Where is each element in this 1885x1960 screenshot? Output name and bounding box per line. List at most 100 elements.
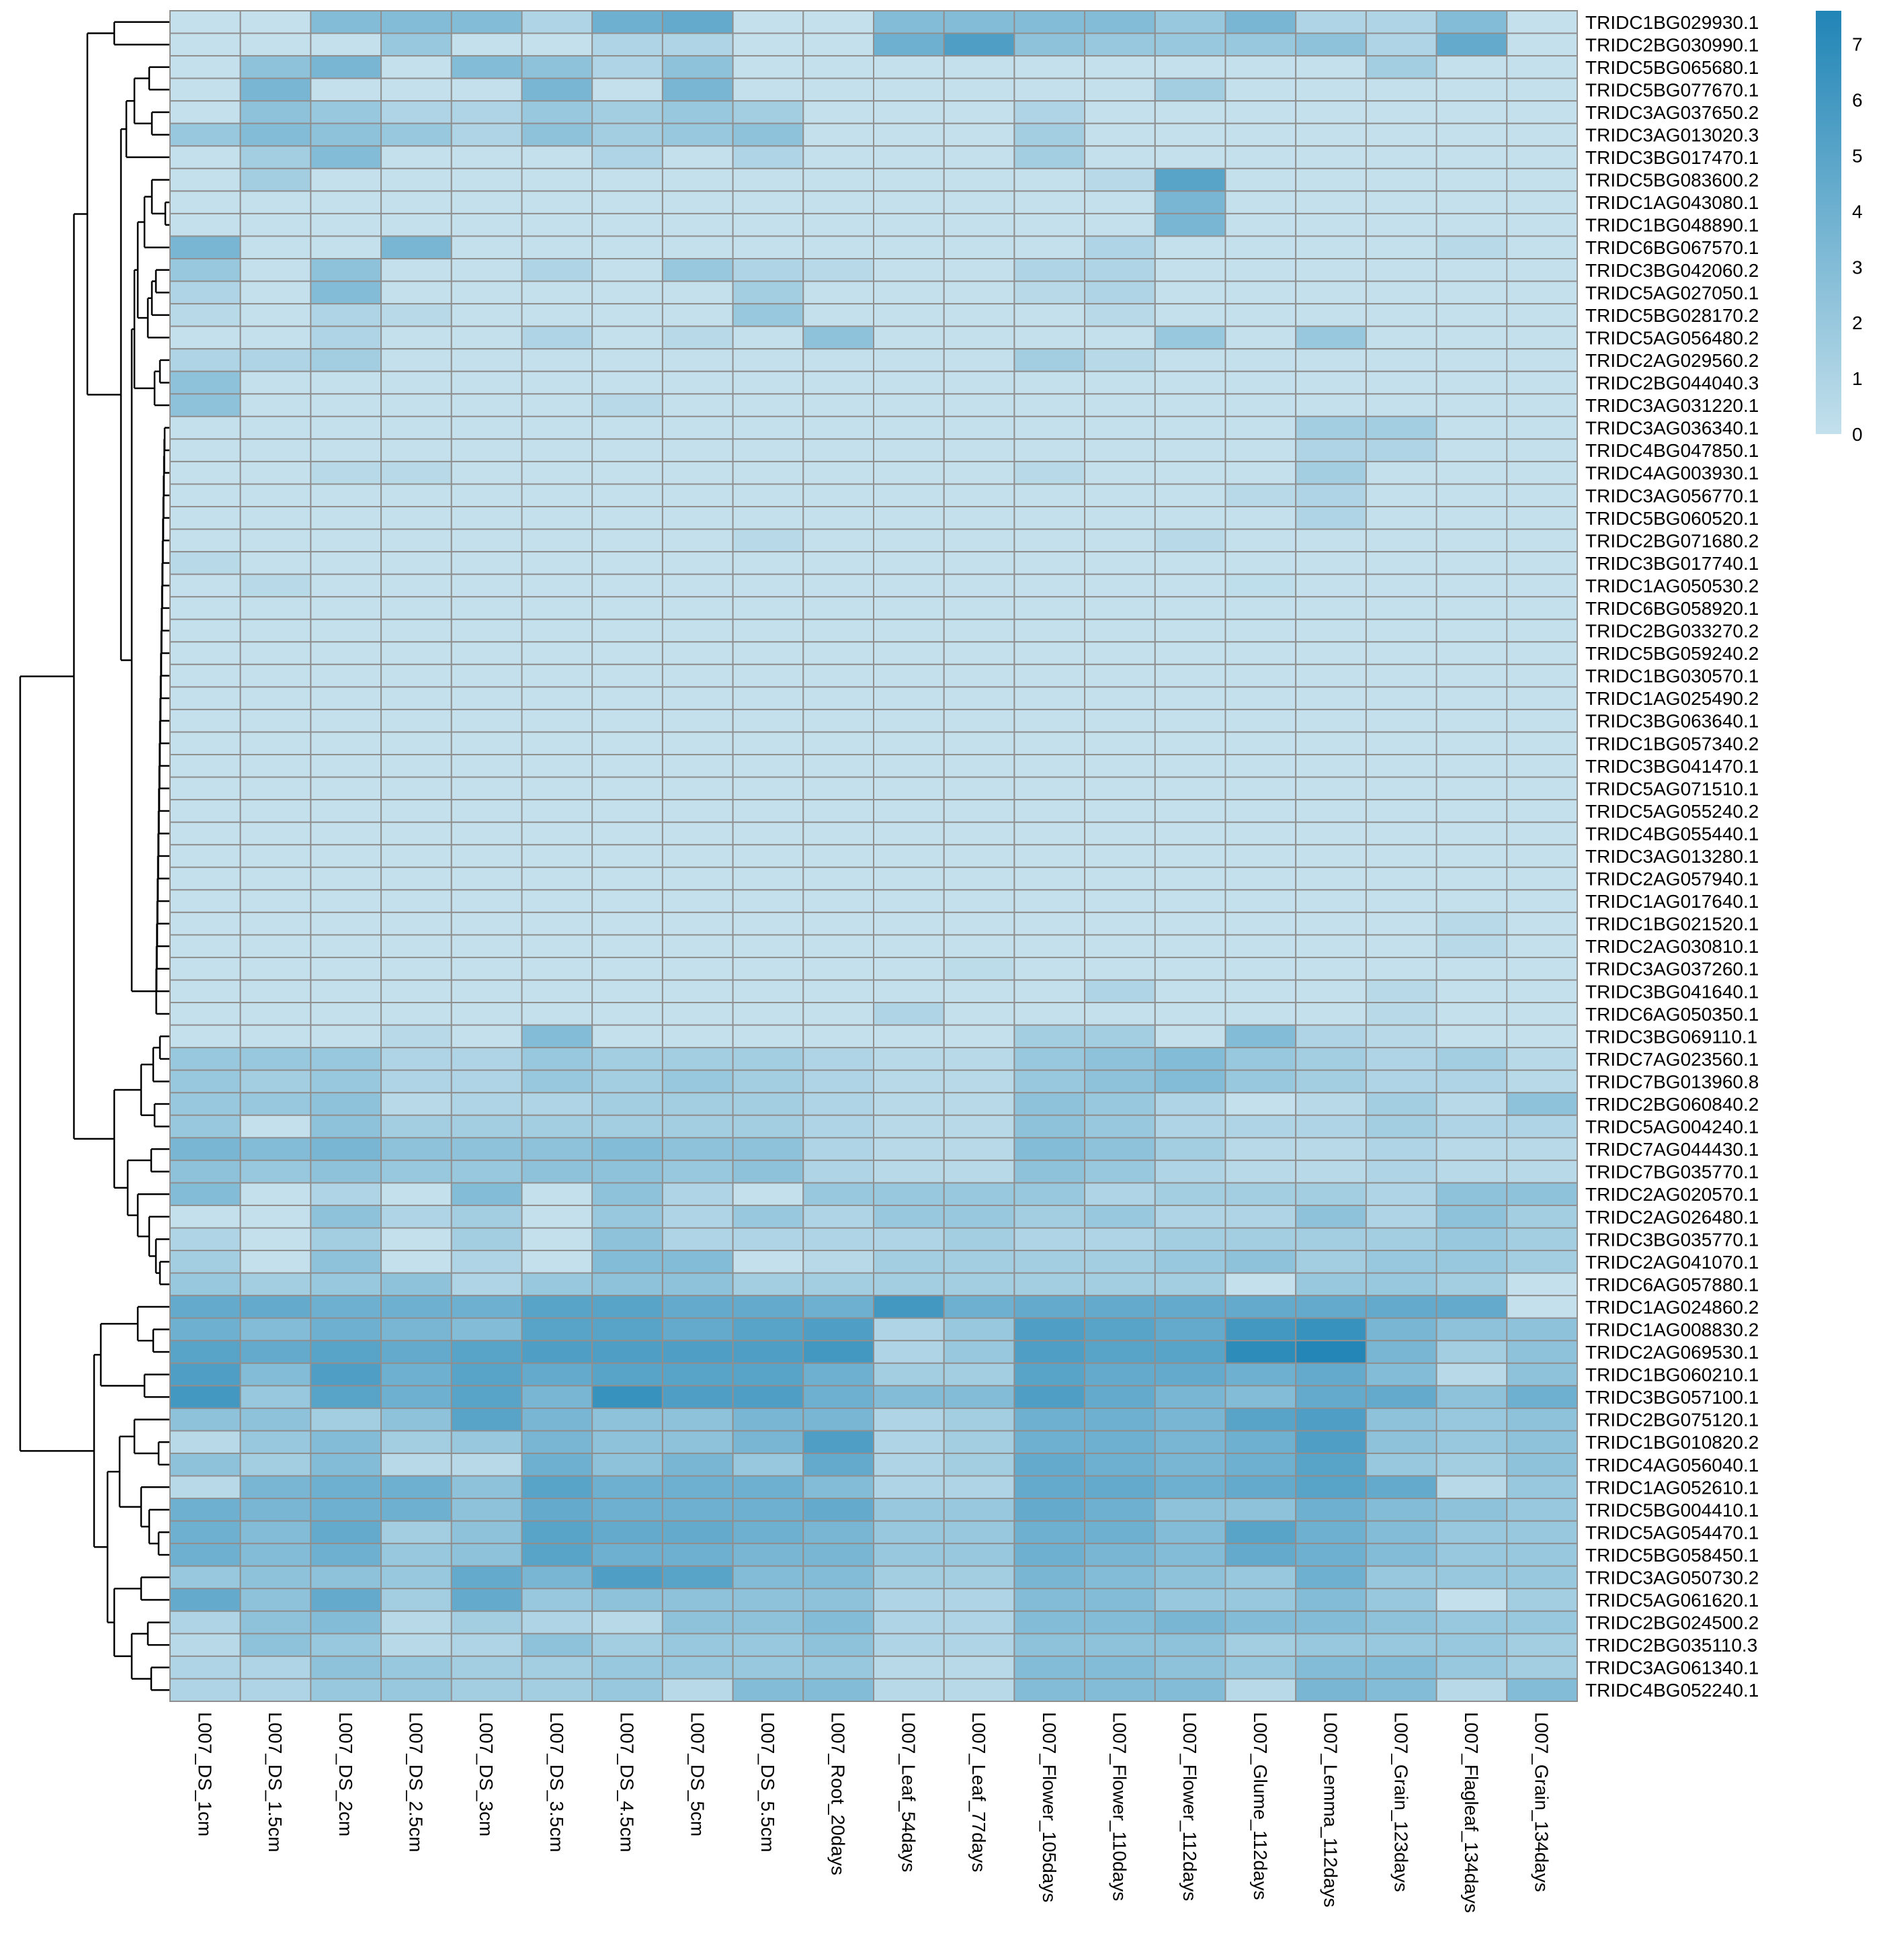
heatmap-cell [239, 122, 312, 147]
heatmap-cell [310, 776, 382, 801]
heatmap-cell [802, 1024, 875, 1049]
heatmap-cell [943, 1250, 1015, 1274]
heatmap-cell [380, 460, 452, 485]
heatmap-cell [1506, 708, 1579, 733]
heatmap-cell [450, 1227, 523, 1252]
heatmap-cell [1435, 348, 1508, 372]
heatmap-cell [169, 776, 241, 801]
heatmap-cell [873, 731, 945, 756]
heatmap-cell [450, 122, 523, 147]
heatmap-cell [1295, 10, 1367, 34]
heatmap-cell [169, 370, 241, 395]
heatmap-cell [1013, 348, 1086, 372]
heatmap-cell [1435, 1565, 1508, 1590]
heatmap-cell [450, 167, 523, 192]
heatmap-cell [873, 1024, 945, 1049]
row-label: TRIDC5AG054470.1 [1585, 1522, 1759, 1543]
heatmap-cell [1365, 979, 1437, 1004]
heatmap-cell [239, 799, 312, 823]
heatmap-cell [1295, 934, 1367, 958]
heatmap-cell [732, 1272, 804, 1297]
heatmap-cell [1224, 145, 1297, 169]
heatmap-cell [1435, 528, 1508, 553]
heatmap-cell [169, 1204, 241, 1229]
heatmap-cell [1013, 1565, 1086, 1590]
heatmap-cell [1224, 799, 1297, 823]
heatmap-cell [591, 663, 663, 688]
heatmap-cell [521, 821, 593, 846]
heatmap-cell [591, 889, 663, 913]
heatmap-cell [380, 1610, 452, 1635]
heatmap-cell [1435, 1407, 1508, 1432]
heatmap-cell [310, 1092, 382, 1116]
heatmap-cell [380, 708, 452, 733]
heatmap-cell [450, 573, 523, 598]
heatmap-cell [1365, 212, 1437, 237]
heatmap-cell [239, 1633, 312, 1657]
heatmap-cell [239, 754, 312, 778]
heatmap-cell [1154, 776, 1226, 801]
heatmap-cell [521, 235, 593, 260]
heatmap-cell [661, 212, 734, 237]
heatmap-cell [873, 280, 945, 305]
heatmap-cell [873, 10, 945, 34]
heatmap-cell [239, 1182, 312, 1206]
heatmap-cell [239, 303, 312, 327]
heatmap-cell [802, 1137, 875, 1161]
heatmap-cell [591, 1452, 663, 1477]
heatmap-cell [1365, 1475, 1437, 1500]
heatmap-cell [380, 1452, 452, 1477]
heatmap-cell [1435, 956, 1508, 981]
heatmap-cell [802, 235, 875, 260]
heatmap-cell [380, 1520, 452, 1545]
heatmap-cell [732, 596, 804, 620]
heatmap-cell [239, 596, 312, 620]
heatmap-cell [1084, 100, 1156, 124]
heatmap-cell [239, 618, 312, 643]
heatmap-cell [1224, 551, 1297, 575]
heatmap-cell [591, 348, 663, 372]
heatmap-cell [661, 956, 734, 981]
heatmap-cell [732, 979, 804, 1004]
heatmap-cell [1295, 1520, 1367, 1545]
heatmap-cell [380, 618, 452, 643]
heatmap-cell [661, 438, 734, 462]
heatmap-cell [1013, 934, 1086, 958]
heatmap-cell [1224, 1385, 1297, 1409]
heatmap-cell [380, 1137, 452, 1161]
heatmap-cell [943, 1362, 1015, 1387]
heatmap-cell [873, 32, 945, 57]
heatmap-cell [1365, 776, 1437, 801]
heatmap-cell [1435, 979, 1508, 1004]
heatmap-cell [310, 212, 382, 237]
heatmap-cell [310, 258, 382, 282]
heatmap-cell [450, 1340, 523, 1364]
heatmap-cell [802, 934, 875, 958]
row-dendrogram [19, 21, 170, 1691]
heatmap-cell [1435, 1272, 1508, 1297]
row-label: TRIDC5BG060520.1 [1585, 508, 1759, 529]
heatmap-cell [1224, 348, 1297, 372]
heatmap-cell [802, 1452, 875, 1477]
heatmap-cell [380, 1002, 452, 1026]
heatmap-cell [1295, 145, 1367, 169]
heatmap-cell [450, 1610, 523, 1635]
heatmap-cell [1365, 1227, 1437, 1252]
heatmap-cell [943, 663, 1015, 688]
heatmap-cell [1224, 1295, 1297, 1319]
heatmap-cell [802, 1002, 875, 1026]
heatmap-cell [380, 438, 452, 462]
heatmap-cell [1506, 325, 1579, 350]
heatmap-cell [1013, 1678, 1086, 1702]
heatmap-cell [1365, 551, 1437, 575]
heatmap-cell [169, 979, 241, 1004]
heatmap-cell [380, 1114, 452, 1139]
heatmap-cell [1224, 686, 1297, 710]
heatmap-cell [1154, 1543, 1226, 1567]
heatmap-cell [802, 1340, 875, 1364]
heatmap-cell [450, 1159, 523, 1184]
heatmap-cell [943, 708, 1015, 733]
heatmap-cell [732, 1159, 804, 1184]
heatmap-cell [1084, 934, 1156, 958]
heatmap-cell [521, 663, 593, 688]
